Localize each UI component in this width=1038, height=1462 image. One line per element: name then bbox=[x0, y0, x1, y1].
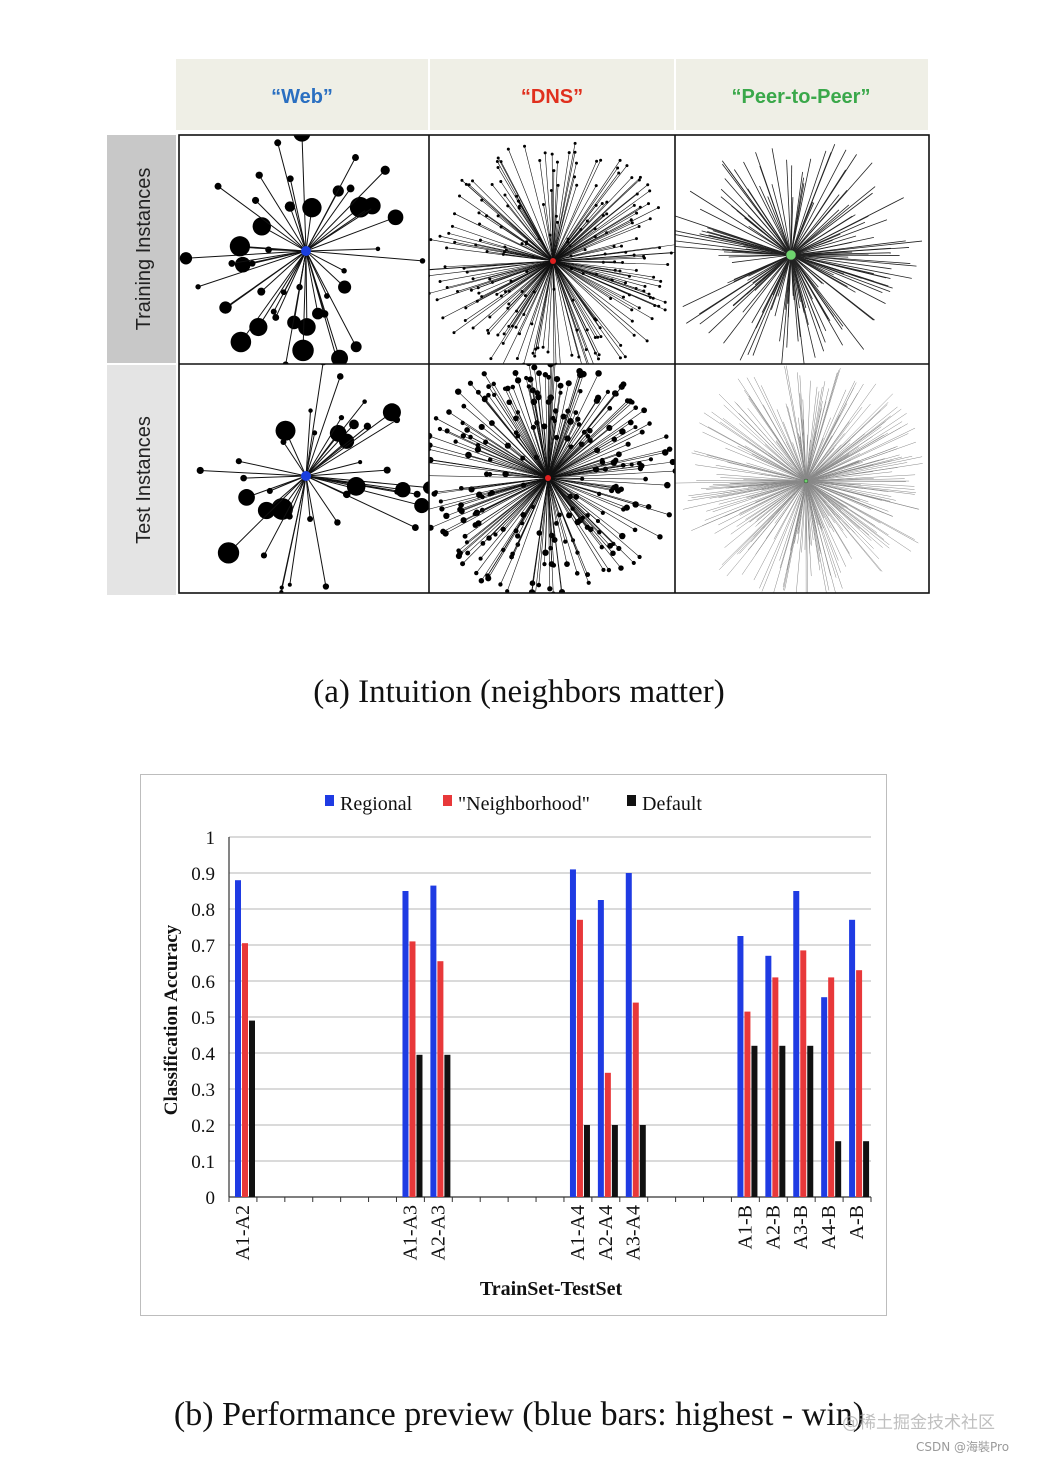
caption-intuition: (a) Intuition (neighbors matter) bbox=[313, 674, 725, 710]
bar-default bbox=[807, 1045, 814, 1197]
bar-default bbox=[863, 1141, 870, 1197]
bar-regional bbox=[430, 885, 437, 1197]
row-header-test bbox=[107, 365, 176, 595]
legend-swatch bbox=[325, 795, 334, 806]
network-dns-test bbox=[429, 364, 675, 593]
watermark-juejin: @稀土掘金技术社区 bbox=[842, 1413, 995, 1433]
x-tick-label: A1-A2 bbox=[232, 1205, 254, 1261]
y-tick-label: 0.6 bbox=[191, 972, 215, 993]
legend-label: Regional bbox=[340, 793, 413, 815]
y-axis-label: Classification Accuracy bbox=[161, 924, 182, 1115]
bar-regional bbox=[402, 891, 409, 1197]
performance-chart: 0 0.1 0.2 0.3 0.4 0.5 0.6 0.7 0.8 0.9 1 A1-A2 A1-A3… bbox=[161, 793, 872, 1300]
bar-default bbox=[416, 1054, 423, 1197]
x-axis-label: TrainSet-TestSet bbox=[480, 1278, 623, 1300]
network-web-training bbox=[179, 135, 426, 364]
bar-default bbox=[835, 1141, 842, 1197]
row-label-training: Training Instances bbox=[133, 168, 155, 331]
bar-neighborhood bbox=[576, 919, 583, 1197]
bar-regional bbox=[597, 900, 604, 1197]
legend-swatch bbox=[627, 795, 636, 806]
bar-regional bbox=[235, 880, 241, 1197]
bar-regional bbox=[625, 873, 632, 1197]
grid-lines bbox=[178, 134, 930, 594]
bar-neighborhood bbox=[409, 941, 416, 1197]
bar-neighborhood bbox=[437, 961, 444, 1197]
y-tick-label: 0.7 bbox=[191, 936, 215, 957]
network-dns-training bbox=[429, 141, 675, 364]
chart-bars bbox=[235, 869, 870, 1197]
bar-regional bbox=[569, 869, 576, 1197]
column-header-background bbox=[176, 59, 928, 130]
x-tick-label: A1-A3 bbox=[399, 1205, 421, 1261]
x-tick-label: A3-A4 bbox=[623, 1205, 645, 1261]
y-axis-ticks: 0 0.1 0.2 0.3 0.4 0.5 0.6 0.7 0.8 0.9 1 bbox=[191, 828, 215, 1209]
bar-regional bbox=[821, 997, 828, 1197]
y-tick-label: 1 bbox=[206, 828, 216, 849]
bar-neighborhood bbox=[772, 977, 779, 1197]
bar-regional bbox=[793, 891, 800, 1197]
network-p2p-training bbox=[675, 144, 923, 364]
legend-label: Default bbox=[642, 793, 702, 815]
y-tick-label: 0.4 bbox=[191, 1044, 215, 1065]
x-tick-label: A3-B bbox=[790, 1205, 812, 1249]
bar-regional bbox=[765, 955, 772, 1197]
y-tick-label: 0.1 bbox=[191, 1152, 215, 1173]
bar-default bbox=[639, 1125, 646, 1197]
bar-neighborhood bbox=[604, 1072, 611, 1197]
chart-gridlines bbox=[228, 836, 872, 1202]
caption-performance: (b) Performance preview (blue bars: high… bbox=[173, 1396, 865, 1433]
row-label-test: Test Instances bbox=[133, 416, 155, 544]
bar-neighborhood bbox=[856, 970, 863, 1197]
bar-regional bbox=[737, 936, 744, 1197]
legend-swatch bbox=[443, 795, 452, 806]
network-web-test bbox=[196, 364, 429, 593]
x-tick-label: A1-B bbox=[734, 1205, 756, 1249]
row-header-training bbox=[107, 135, 176, 363]
bar-default bbox=[779, 1045, 786, 1197]
bar-neighborhood bbox=[800, 950, 807, 1197]
x-tick-label: A2-A3 bbox=[427, 1205, 449, 1261]
bar-default bbox=[249, 1020, 255, 1197]
network-p2p-test bbox=[675, 365, 923, 593]
bar-regional bbox=[849, 919, 856, 1197]
bar-default bbox=[583, 1125, 590, 1197]
column-label-web: “Web” bbox=[271, 86, 333, 108]
y-tick-label: 0.5 bbox=[191, 1008, 215, 1029]
x-tick-label: A2-A4 bbox=[595, 1205, 617, 1261]
column-label-p2p: “Peer-to-Peer” bbox=[732, 86, 871, 108]
bar-default bbox=[444, 1054, 451, 1197]
intuition-figure: “Web” “DNS” “Peer-to-Peer” Training Inst… bbox=[107, 59, 930, 595]
x-tick-label: A-B bbox=[846, 1205, 868, 1239]
y-tick-label: 0.2 bbox=[191, 1116, 215, 1137]
bar-neighborhood bbox=[632, 1002, 639, 1197]
y-tick-label: 0.8 bbox=[191, 900, 215, 921]
bar-neighborhood bbox=[828, 977, 835, 1197]
legend-label: "Neighborhood" bbox=[458, 793, 590, 815]
performance-chart-frame: 0 0.1 0.2 0.3 0.4 0.5 0.6 0.7 0.8 0.9 1 A1-A2 A1-A3… bbox=[140, 774, 887, 1316]
x-tick-label: A1-A4 bbox=[567, 1205, 589, 1261]
bar-neighborhood bbox=[242, 943, 248, 1197]
bar-default bbox=[611, 1125, 618, 1197]
bar-neighborhood bbox=[744, 1011, 751, 1197]
watermark-csdn: CSDN @海裝Pro bbox=[916, 1440, 1010, 1454]
y-tick-label: 0.9 bbox=[191, 864, 215, 885]
y-tick-label: 0 bbox=[206, 1188, 216, 1209]
y-tick-label: 0.3 bbox=[191, 1080, 215, 1101]
x-axis-ticks: A1-A2 A1-A3 A2-A3 A1-A4 A2-A4 A3-A4 A1-B A2-B A3… bbox=[232, 1205, 868, 1261]
column-label-dns: “DNS” bbox=[521, 86, 583, 108]
x-tick-label: A2-B bbox=[762, 1205, 784, 1249]
bar-default bbox=[751, 1045, 758, 1197]
x-tick-label: A4-B bbox=[818, 1205, 840, 1249]
chart-legend: Regional "Neighborhood" Default bbox=[325, 793, 702, 815]
